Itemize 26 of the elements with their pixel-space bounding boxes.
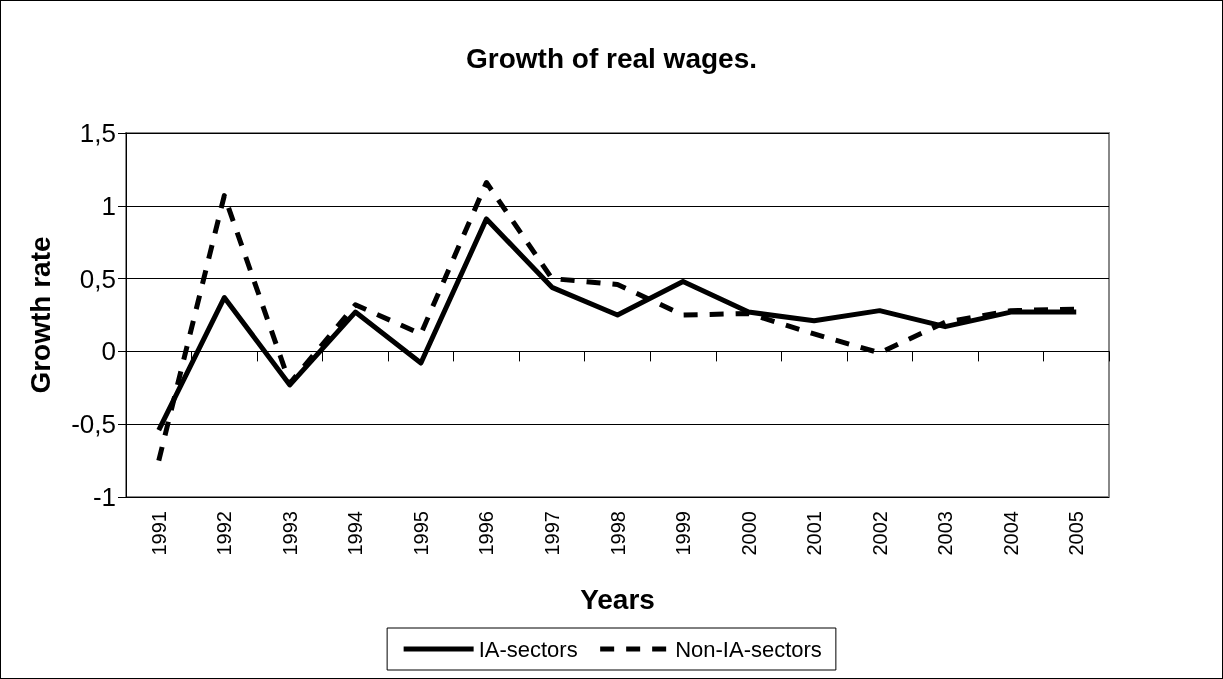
x-tick-label: 2003: [934, 511, 957, 556]
y-tick-label: 1,5: [79, 118, 116, 148]
y-tick-label: 1: [101, 190, 116, 221]
x-axis-title: Years: [580, 583, 655, 615]
x-tick-label: 1995: [409, 511, 432, 556]
y-tick-label: -1: [92, 482, 116, 512]
x-tick-label: 2005: [1065, 511, 1088, 556]
legend-label: Non-IA-sectors: [675, 636, 822, 662]
x-tick-label: 1996: [475, 511, 498, 556]
x-tick-label: 1991: [147, 511, 170, 556]
x-tick-label: 1994: [344, 511, 367, 556]
x-tick-label: 2002: [868, 511, 891, 556]
y-tick-label: -0,5: [71, 409, 116, 440]
x-tick-label: 1998: [606, 511, 629, 556]
x-tick-label: 1992: [213, 511, 236, 556]
y-tick-label: 0,5: [79, 263, 116, 294]
x-tick-label: 1997: [540, 511, 563, 556]
legend-label: IA-sectors: [478, 636, 578, 662]
chart-title: Growth of real wages.: [466, 42, 757, 74]
x-tick-label: 2000: [737, 511, 760, 556]
y-tick-label: 0: [101, 336, 116, 367]
x-tick-label: 1999: [672, 511, 695, 556]
y-axis-title: Growth rate: [24, 236, 56, 394]
x-tick-label: 2001: [803, 511, 826, 556]
x-tick-label: 2004: [999, 511, 1022, 556]
x-tick-label: 1993: [278, 511, 301, 556]
